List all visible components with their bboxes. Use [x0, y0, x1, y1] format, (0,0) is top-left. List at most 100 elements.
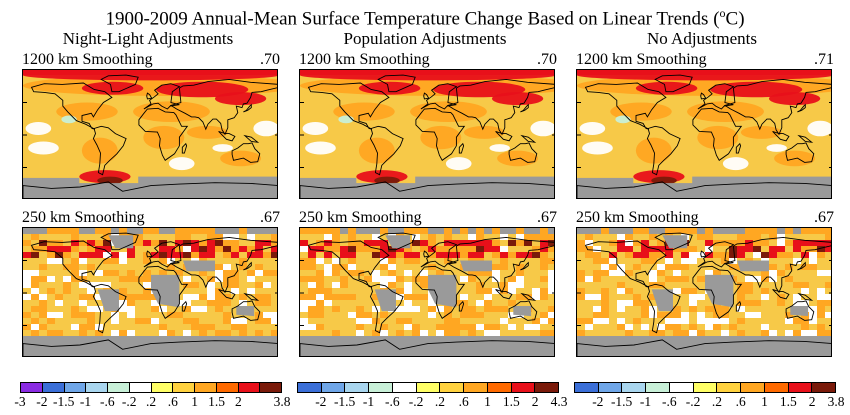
coastline — [654, 74, 693, 93]
column-title-night-light: Night-Light Adjustments — [62, 29, 234, 48]
trend-region — [81, 81, 144, 95]
coastline — [772, 130, 790, 142]
missing-data-region — [513, 306, 532, 317]
colorbar-bin — [487, 383, 512, 392]
temperature-map — [23, 70, 277, 198]
temperature-map — [300, 70, 554, 198]
colorbar-no-adjustments — [574, 382, 836, 393]
colorbar-tick-label: 4.3 — [550, 394, 568, 409]
coastline — [797, 292, 814, 301]
trend-region — [143, 125, 185, 150]
colorbar-tick-label: -1 — [362, 394, 375, 409]
colorbar-bin — [21, 383, 43, 392]
column-title-population: Population Adjustments — [343, 29, 507, 48]
colorbar-tick-label: -1 — [79, 394, 92, 409]
panel-label-250km: 250 km Smoothing — [576, 209, 699, 226]
coastline — [723, 236, 831, 294]
colorbar-bin — [129, 383, 152, 392]
coastline — [23, 181, 277, 198]
coastline — [420, 83, 458, 110]
colorbar-bin — [535, 383, 559, 392]
trend-region — [722, 157, 749, 171]
colorbar-bin — [260, 383, 281, 392]
coastline — [423, 250, 430, 258]
trend-region — [156, 81, 249, 98]
colorbar-tick-label: -3 — [14, 394, 26, 409]
coastline — [369, 125, 404, 176]
colorbar-bin — [416, 383, 441, 392]
colorbar-bin — [151, 383, 174, 392]
coastline — [520, 134, 537, 143]
colorbar-tick-label: -1.5 — [52, 394, 75, 409]
coastline — [646, 125, 681, 176]
map-night-light-250km — [22, 227, 278, 357]
colorbar-tick-label: .6 — [735, 394, 746, 409]
colorbar-bin — [812, 383, 836, 392]
temperature-map — [577, 70, 831, 198]
missing-data-region — [460, 260, 492, 272]
colorbar-bin — [764, 383, 789, 392]
trend-region — [492, 92, 544, 106]
missing-data-region — [151, 274, 180, 308]
colorbar-bin — [42, 383, 65, 392]
trend-region — [445, 157, 472, 171]
coastline — [30, 82, 113, 130]
coastline — [423, 92, 430, 100]
coastline — [495, 288, 513, 300]
panel-label-250km: 250 km Smoothing — [299, 209, 422, 226]
coastline — [520, 261, 529, 271]
coastline — [138, 107, 189, 161]
coastline — [307, 82, 390, 130]
coastline — [508, 300, 538, 321]
colorbar-bin — [86, 383, 108, 392]
colorbar-tick-label: -1.5 — [333, 394, 356, 409]
colorbar-bin — [173, 383, 195, 392]
missing-data-region — [108, 235, 134, 249]
coastline — [243, 134, 260, 143]
coastline — [723, 78, 831, 136]
missing-data-region — [428, 274, 457, 308]
coastline — [508, 142, 538, 163]
coastline — [700, 92, 707, 100]
map-population-1200km — [299, 69, 555, 199]
coastline — [218, 130, 236, 142]
coastline — [377, 232, 416, 251]
coastline — [92, 125, 127, 176]
missing-data-region — [236, 306, 255, 317]
coastline — [785, 300, 815, 321]
colorbar-bin — [440, 383, 465, 392]
coastline — [646, 283, 681, 334]
trend-region — [420, 125, 462, 150]
colorbar-tick-label: -1.5 — [610, 394, 633, 409]
trend-region — [302, 122, 329, 135]
panel-value: .71 — [814, 51, 834, 68]
trend-region — [615, 115, 631, 124]
coastline — [446, 78, 554, 136]
coastline — [495, 130, 513, 142]
coastline — [169, 78, 277, 136]
coastline — [697, 241, 735, 268]
trend-region — [697, 125, 739, 150]
trend-region — [579, 122, 606, 135]
coastline — [458, 300, 465, 312]
trend-region — [212, 144, 233, 152]
colorbar-bin — [511, 383, 536, 392]
coastline — [181, 300, 188, 312]
map-night-light-1200km — [22, 69, 278, 199]
coastline — [772, 288, 790, 300]
panel-label-1200km: 1200 km Smoothing — [299, 51, 430, 68]
colorbar-tick-label: -.6 — [384, 394, 400, 409]
colorbar-ticks-no-adjustments: -2 -1.5 -1 -.6 -.2 .2 .6 1 1.5 2 3.8 — [574, 394, 844, 410]
trend-region — [215, 92, 267, 106]
panel-label-1200km: 1200 km Smoothing — [22, 51, 153, 68]
coastline — [181, 142, 188, 154]
map-population-250km — [299, 227, 555, 357]
colorbar-tick-label: 2 — [808, 394, 816, 409]
panel-value: .70 — [260, 51, 280, 68]
coastline — [243, 103, 252, 113]
coastline — [415, 265, 466, 319]
colorbar-ticks-population: -2 -1.5 -1 -.6 -.2 .2 .6 1 1.5 2 4.3 — [297, 394, 567, 410]
coastline — [100, 232, 139, 251]
coastline — [146, 250, 153, 258]
colorbar-tick-label: 2 — [234, 394, 242, 409]
